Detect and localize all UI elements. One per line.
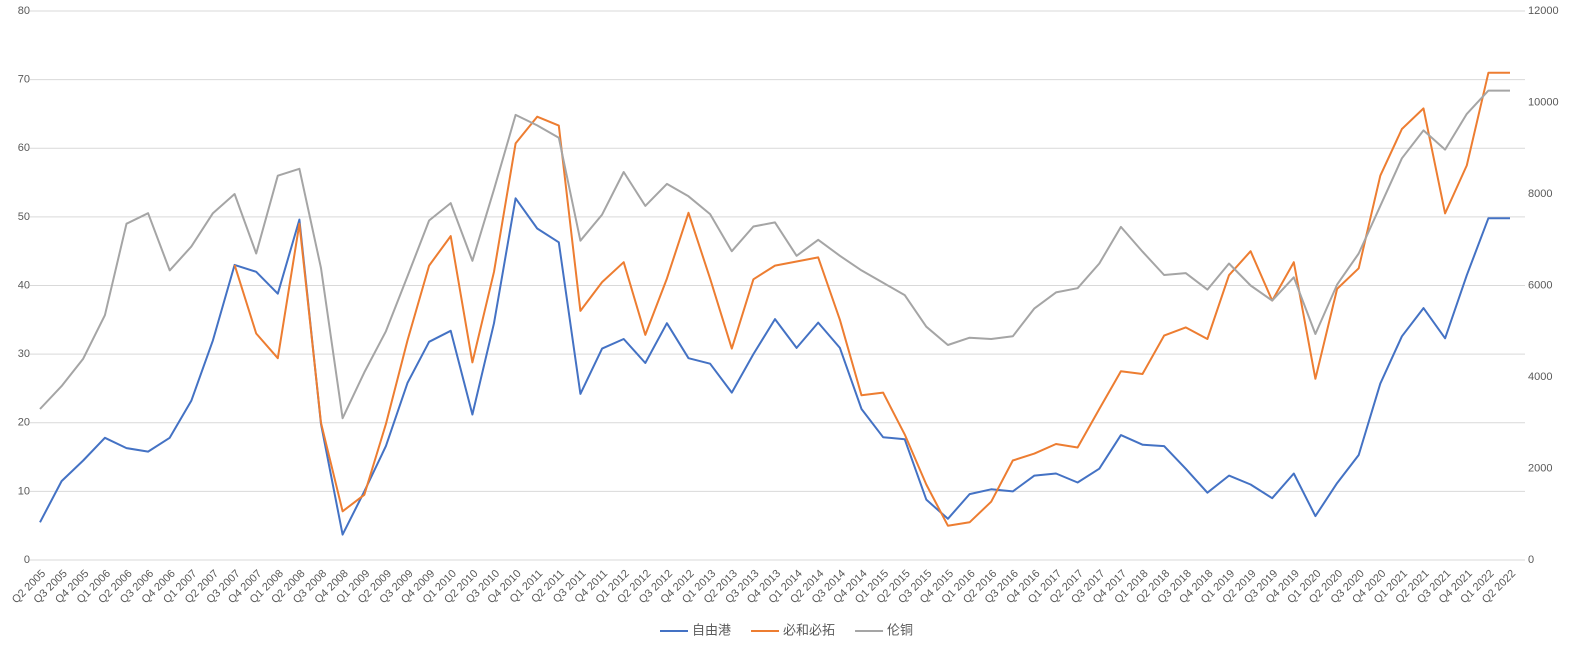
legend-label: 伦铜 <box>887 622 913 637</box>
series-line <box>39 89 1510 420</box>
y2-tick-label: 10000 <box>1528 96 1559 108</box>
y2-tick-label: 6000 <box>1528 279 1552 291</box>
y2-tick-label: 0 <box>1528 554 1534 566</box>
y2-tick-label: 8000 <box>1528 188 1552 200</box>
y-tick-label: 0 <box>24 554 30 566</box>
y-tick-label: 20 <box>18 417 30 429</box>
y-tick-label: 50 <box>18 211 30 223</box>
y-tick-label: 10 <box>18 485 30 497</box>
y2-tick-label: 12000 <box>1528 5 1559 17</box>
legend-label: 必和必拓 <box>783 622 835 637</box>
legend-label: 自由港 <box>692 622 731 637</box>
y-tick-label: 80 <box>18 5 30 17</box>
y-tick-label: 30 <box>18 348 30 360</box>
y2-tick-label: 2000 <box>1528 462 1552 474</box>
y-tick-label: 60 <box>18 142 30 154</box>
y2-tick-label: 4000 <box>1528 371 1552 383</box>
series-line <box>39 197 1510 536</box>
y-tick-label: 40 <box>18 279 30 291</box>
series-line <box>233 71 1510 527</box>
y-tick-label: 70 <box>18 74 30 86</box>
